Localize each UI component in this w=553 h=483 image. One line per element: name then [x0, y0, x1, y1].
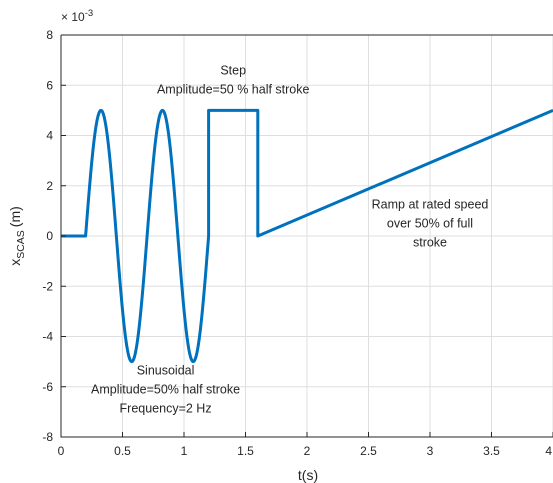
x-tick-label: 1.5 [237, 444, 254, 458]
y-exponent-label: × 10-3 [61, 8, 93, 24]
x-tick-label: 2.5 [360, 444, 377, 458]
annotation-line: Amplitude=50% half stroke [91, 382, 240, 396]
x-tick-label: 2 [304, 444, 311, 458]
y-axis-label-unit: (m) [7, 206, 23, 227]
y-tick-label: 6 [46, 78, 53, 92]
y-tick-label: 8 [46, 28, 53, 42]
y-tick-label: -6 [42, 380, 53, 394]
annotation-line: stroke [413, 235, 447, 249]
y-axis-label-main: x [7, 259, 23, 266]
x-tick-label: 0 [58, 444, 65, 458]
x-tick-label: 3.5 [483, 444, 500, 458]
x-tick-label: 0.5 [114, 444, 131, 458]
y-tick-label: -4 [42, 330, 53, 344]
y-axis-label-subscript: SCAS [15, 230, 27, 259]
y-tick-label: -8 [42, 430, 53, 444]
y-exponent: -3 [85, 8, 93, 19]
x-tick-label: 4 [545, 444, 552, 458]
y-tick-label: -2 [42, 279, 53, 293]
ticks: 0 0.5 1 1.5 2 2.5 3 3.5 4 -8 -6 -4 -2 0 2 4 6 8 [42, 28, 553, 458]
x-axis-label: t(s) [298, 467, 318, 483]
annotation-line: over 50% of full [387, 216, 473, 230]
y-axis-label: xSCAS (m) [7, 206, 27, 266]
annotation-line: Ramp at rated speed [372, 197, 489, 211]
series-line [61, 108, 553, 364]
y-exponent-prefix: × 10 [61, 10, 85, 24]
y-tick-label: 4 [46, 129, 53, 143]
annotation-line: Sinusoidal [137, 363, 195, 377]
annotation-line: Frequency=2 Hz [120, 401, 212, 415]
y-tick-label: 2 [46, 179, 53, 193]
series-layer [61, 108, 553, 364]
annotation-line: Amplitude=50 % half stroke [157, 83, 310, 97]
x-tick-label: 3 [427, 444, 434, 458]
annotation-line: Step [220, 64, 246, 78]
y-tick-label: 0 [46, 229, 53, 243]
annotations: Step Amplitude=50 % half stroke Ramp at ra… [91, 64, 488, 416]
x-tick-label: 1 [181, 444, 188, 458]
